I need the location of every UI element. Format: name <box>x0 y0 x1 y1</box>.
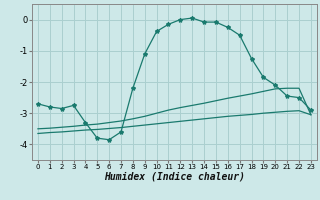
X-axis label: Humidex (Indice chaleur): Humidex (Indice chaleur) <box>104 172 245 182</box>
